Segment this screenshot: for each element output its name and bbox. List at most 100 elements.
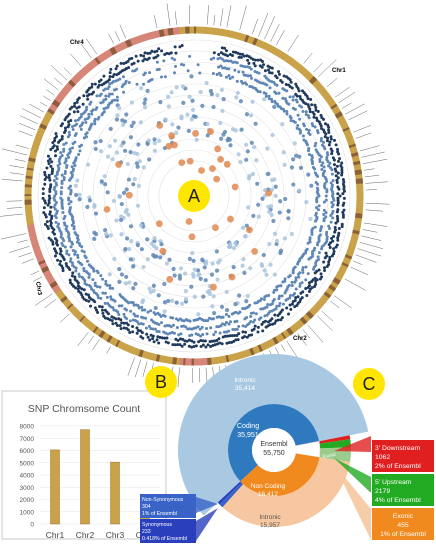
snp-point-dark xyxy=(336,196,340,200)
snp-point xyxy=(255,181,260,186)
snp-point-dark xyxy=(82,269,86,273)
snp-point-dark xyxy=(67,123,71,127)
snp-point-dark xyxy=(224,49,228,53)
snp-point-dark xyxy=(214,330,218,334)
snp-point-dark xyxy=(310,162,314,166)
snp-point-dark xyxy=(51,167,55,171)
snp-point-dark xyxy=(298,282,302,286)
snp-point-dark xyxy=(155,338,159,342)
snp-point-dark xyxy=(340,161,344,165)
snp-point-dark xyxy=(93,306,97,310)
ideogram-band xyxy=(115,339,121,348)
snp-point-dark xyxy=(70,274,74,278)
snp-point xyxy=(104,231,109,237)
snp-point xyxy=(156,293,161,298)
snp-point-dark xyxy=(332,198,336,202)
snp-point-dark xyxy=(55,177,59,181)
snp-point-dark xyxy=(246,58,250,62)
snp-point-dark xyxy=(93,122,97,126)
gene-label-tick xyxy=(355,132,372,139)
snp-point-dark xyxy=(146,335,150,339)
snp-point xyxy=(262,97,267,102)
snp-point xyxy=(146,138,151,143)
snp-point xyxy=(180,84,186,89)
snp-point xyxy=(252,145,257,150)
snp-point xyxy=(115,113,120,118)
snp-point-dark xyxy=(118,293,122,297)
snp-point-dark xyxy=(111,322,115,326)
snp-point-dark xyxy=(199,334,203,338)
snp-point-dark xyxy=(268,71,272,75)
sunburst-outer-intronic-coding xyxy=(178,354,369,516)
snp-point-dark xyxy=(328,255,332,259)
snp-point xyxy=(219,304,225,309)
panel-a-badge: A xyxy=(178,180,210,212)
snp-point-dark xyxy=(139,53,143,57)
snp-point-dark xyxy=(182,63,186,67)
snp-point-dark xyxy=(227,74,231,78)
snp-point-dark xyxy=(74,156,78,160)
snp-point-dark xyxy=(149,309,153,313)
snp-point-dark xyxy=(319,155,323,159)
snp-point-dark xyxy=(335,164,339,168)
snp-point-dark xyxy=(99,92,103,96)
snp-point-dark xyxy=(70,240,74,244)
snp-point xyxy=(162,281,167,287)
snp-point-dark xyxy=(115,98,119,102)
snp-point-dark xyxy=(256,330,260,334)
snp-point xyxy=(117,194,122,199)
snp-point-dark xyxy=(301,134,305,138)
snp-point-dark xyxy=(326,153,330,157)
snp-point-dark xyxy=(281,96,285,100)
snp-point-dark xyxy=(275,76,279,80)
snp-point-dark xyxy=(95,94,99,98)
snp-point-dark xyxy=(105,295,109,299)
snp-point xyxy=(154,246,159,251)
snp-point-dark xyxy=(148,338,152,342)
snp-point-dark xyxy=(115,324,119,328)
snp-point-dark xyxy=(134,303,138,307)
snp-point-dark xyxy=(93,117,97,121)
snp-point-dark xyxy=(156,311,160,315)
snp-point-dark xyxy=(123,307,127,311)
snp-point-dark xyxy=(249,311,253,315)
snp-point-dark xyxy=(342,201,346,205)
gene-label-tick xyxy=(86,38,98,55)
snp-point-dark xyxy=(55,211,59,215)
snp-point-dark xyxy=(100,308,104,312)
snp-point-dark xyxy=(314,141,318,145)
snp-point-dark xyxy=(186,327,190,331)
snp-point-dark xyxy=(170,56,174,60)
callout-downstream-line3: 2% of Ensembl xyxy=(375,463,421,470)
snp-point-dark xyxy=(73,252,77,256)
snp-point xyxy=(131,120,136,125)
bar-y-tick-label: 7000 xyxy=(20,436,35,443)
snp-point-dark xyxy=(89,100,93,104)
snp-point-dark xyxy=(144,326,148,330)
snp-point-orange xyxy=(159,247,167,255)
snp-point-dark xyxy=(201,339,205,343)
snp-point-dark xyxy=(231,60,235,64)
snp-point-dark xyxy=(79,115,83,119)
snp-point-dark xyxy=(161,313,165,317)
snp-point-dark xyxy=(243,65,247,69)
snp-point-dark xyxy=(69,245,73,249)
gene-label-tick xyxy=(108,33,114,44)
coding-label: Coding xyxy=(237,423,259,430)
snp-point-dark xyxy=(326,123,330,127)
snp-point-dark xyxy=(227,59,231,63)
snp-point xyxy=(189,284,194,289)
snp-point-dark xyxy=(99,296,103,300)
snp-point-dark xyxy=(317,237,321,241)
snp-point xyxy=(248,113,254,118)
snp-point-dark xyxy=(239,55,243,59)
snp-point-dark xyxy=(329,137,333,141)
snp-point-dark xyxy=(235,334,239,338)
snp-point-dark xyxy=(139,335,143,339)
snp-point-dark xyxy=(118,77,122,81)
ideogram-band xyxy=(24,184,32,188)
gene-label-tick xyxy=(344,278,366,291)
snp-point-dark xyxy=(64,159,68,163)
snp-point xyxy=(124,112,129,117)
snp-point-dark xyxy=(322,266,326,270)
